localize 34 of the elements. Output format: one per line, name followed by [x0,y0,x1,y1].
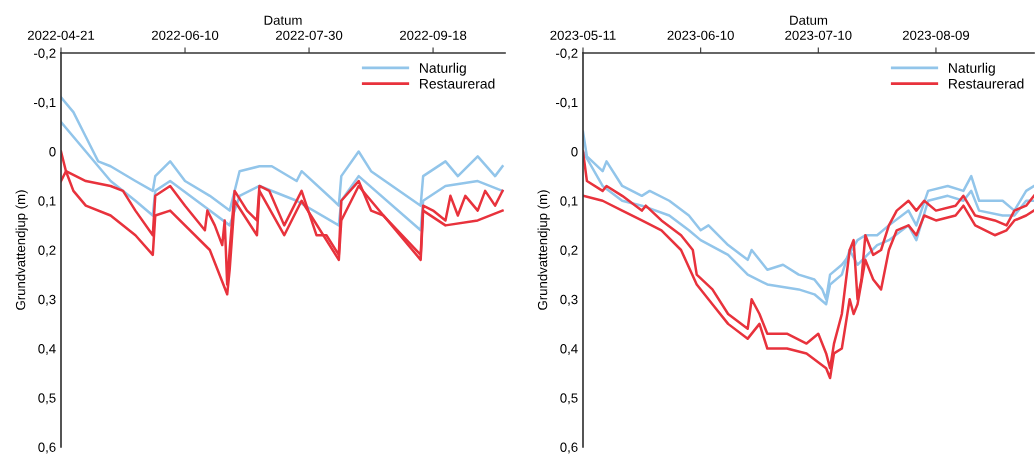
y-tick-label: 0,2 [38,245,56,257]
y-tick-label: 0,6 [38,442,56,454]
y-tick-label: 0,3 [38,294,56,306]
x-tick-label: 2023-07-10 [785,30,852,40]
y-tick-label: -0,1 [555,97,578,109]
legend-label: Naturlig [948,62,995,76]
y-tick-label: 0,4 [38,344,56,355]
y-tick-label: 0,3 [560,294,578,306]
x-axis-title: Datum [264,15,302,25]
y-tick-label: 0,5 [38,393,56,405]
x-tick-label: 2023-05-11 [550,30,616,40]
y-tick-label: 0,1 [38,196,56,208]
y-tick-label: -0,1 [33,97,56,109]
y-tick-label: 0,1 [560,196,578,208]
y-axis-title: Grundvattendjup (m) [15,190,28,310]
x-tick-label: 2022-04-21 [27,30,95,40]
legend-label: Naturlig [419,62,466,76]
y-tick-label: 0 [49,147,56,157]
legend-label: Restaurerad [419,78,495,89]
x-tick-label: 2022-06-10 [151,30,219,40]
x-tick-label: 2023-06-10 [667,30,734,40]
y-tick-label: 0,5 [560,393,578,405]
y-tick-label: 0,2 [560,245,578,257]
legend-label: Restaurerad [948,78,1024,89]
y-tick-label: 0,4 [560,344,578,355]
y-tick-label: -0,2 [555,48,578,60]
x-tick-label: 2023-08-09 [902,30,970,40]
y-tick-label: -0,2 [33,48,56,60]
y-tick-label: 0,6 [560,442,578,454]
x-tick-label: 2022-07-30 [275,30,343,40]
y-tick-label: 0 [571,147,578,157]
y-axis-title: Grundvattendjup (m) [537,190,550,310]
x-tick-label: 2022-09-18 [399,30,467,40]
x-axis-title: Datum [790,15,828,25]
